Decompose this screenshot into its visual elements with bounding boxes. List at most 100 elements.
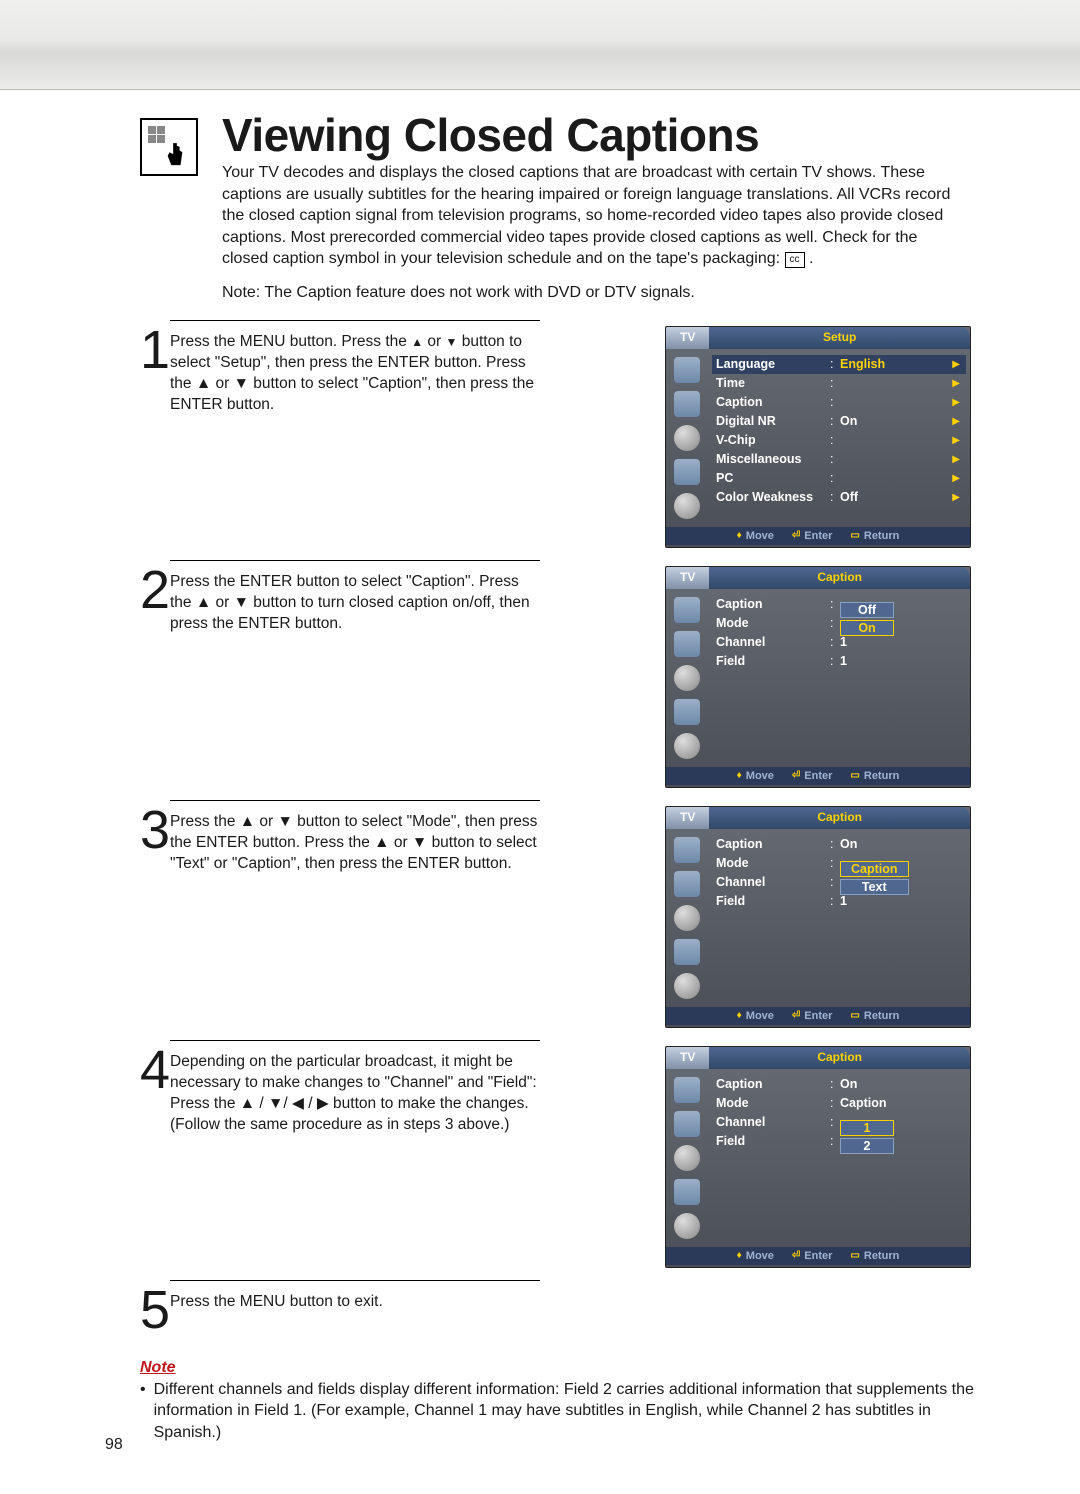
osd-row-label: Mode xyxy=(712,856,830,870)
step-number: 2 xyxy=(140,566,170,788)
osd-row-label: Caption xyxy=(712,1077,830,1091)
note-section: Note • Different channels and fields dis… xyxy=(140,1359,975,1444)
osd-screenshot-2: TV Caption Caption : OffOn Mode : xyxy=(665,566,975,788)
osd-row: Channel : 12 xyxy=(712,1113,966,1132)
osd-row: Caption : On xyxy=(712,1075,966,1094)
osd-tv-tab: TV xyxy=(666,327,709,349)
note-heading: Note xyxy=(140,1359,975,1377)
osd-tv-tab: TV xyxy=(666,1047,709,1069)
osd-tv-tab: TV xyxy=(666,567,709,589)
osd-row-label: Channel xyxy=(712,635,830,649)
osd-cat-icon xyxy=(674,1213,700,1239)
osd-cat-icon xyxy=(674,357,700,383)
step-text: Press the ENTER button to select "Captio… xyxy=(170,566,540,788)
osd-cat-icon xyxy=(674,597,700,623)
osd-cat-icon xyxy=(674,391,700,417)
osd-title: Caption xyxy=(709,567,970,589)
osd-row-value: 1 xyxy=(840,894,966,908)
up-arrow-icon xyxy=(411,333,423,350)
step-number: 1 xyxy=(140,326,170,548)
osd-row-label: Channel xyxy=(712,1115,830,1129)
osd-row-label: Miscellaneous xyxy=(712,452,830,466)
step-3: 3 Press the ▲ or ▼ button to select "Mod… xyxy=(140,806,975,1028)
osd-cat-icon xyxy=(674,699,700,725)
osd-panel: TV Caption Caption : On Mode : Caption xyxy=(665,1046,971,1268)
page-title: Viewing Closed Captions xyxy=(222,108,962,162)
step-text: Press the MENU button to exit. xyxy=(170,1286,540,1335)
osd-cat-icon xyxy=(674,1111,700,1137)
osd-row-label: Field xyxy=(712,894,830,908)
osd-row: PC : ▶ xyxy=(712,469,966,488)
osd-row: Time : ▶ xyxy=(712,374,966,393)
osd-row-value: On xyxy=(840,1077,966,1091)
divider xyxy=(170,1040,540,1041)
page-number: 98 xyxy=(105,1436,123,1454)
osd-row-label: Channel xyxy=(712,875,830,889)
osd-panel: TV Setup Language : English ▶ Time : ▶ xyxy=(665,326,971,548)
osd-cat-icon xyxy=(674,973,700,999)
osd-cat-icon xyxy=(674,837,700,863)
osd-row-value: 1 xyxy=(840,635,966,649)
osd-tv-tab: TV xyxy=(666,807,709,829)
osd-title: Caption xyxy=(709,807,970,829)
osd-cat-icon xyxy=(674,425,700,451)
step-text: Press the ▲ or ▼ button to select "Mode"… xyxy=(170,806,540,1028)
osd-row-list: Caption : On Mode : Caption Channel : 12… xyxy=(708,1069,970,1247)
osd-panel: TV Caption Caption : On Mode : CaptionTe… xyxy=(665,806,971,1028)
hand-icon xyxy=(164,140,186,170)
cc-symbol: cc xyxy=(785,252,805,268)
osd-row: Field : 1 xyxy=(712,652,966,671)
osd-row-label: Field xyxy=(712,654,830,668)
osd-row: Mode : CaptionText xyxy=(712,854,966,873)
note-text: Different channels and fields display di… xyxy=(154,1379,975,1444)
title-row: Viewing Closed Captions Your TV decodes … xyxy=(140,108,975,302)
osd-row-value: Off xyxy=(840,490,966,504)
osd-cat-icon xyxy=(674,733,700,759)
osd-footer: ♦Move ⏎Enter ▭Return xyxy=(666,1007,970,1025)
step-2: 2 Press the ENTER button to select "Capt… xyxy=(140,566,975,788)
osd-row: Field : xyxy=(712,1132,966,1151)
osd-row-label: Mode xyxy=(712,1096,830,1110)
note-body: • Different channels and fields display … xyxy=(140,1379,975,1444)
osd-row: Color Weakness : Off ▶ xyxy=(712,488,966,507)
step-number: 3 xyxy=(140,806,170,1028)
osd-cat-icon xyxy=(674,939,700,965)
osd-screenshot-3: TV Caption Caption : On Mode : CaptionTe… xyxy=(665,806,975,1028)
osd-screenshot-4: TV Caption Caption : On Mode : Caption xyxy=(665,1046,975,1268)
note-top: Note: The Caption feature does not work … xyxy=(222,284,962,302)
osd-row-value: On xyxy=(840,414,966,428)
osd-row-value: Caption xyxy=(840,1096,966,1110)
osd-row-label: Time xyxy=(712,376,830,390)
section-icon xyxy=(140,118,198,176)
osd-screenshot-1: TV Setup Language : English ▶ Time : ▶ xyxy=(665,326,975,548)
osd-row-list: Caption : OffOn Mode : Channel : 1 Field… xyxy=(708,589,970,767)
osd-row: Caption : OffOn xyxy=(712,595,966,614)
header-metallic-band xyxy=(0,0,1080,90)
osd-cat-icon xyxy=(674,905,700,931)
osd-title: Setup xyxy=(709,327,970,349)
osd-category-icons xyxy=(666,589,708,767)
osd-title: Caption xyxy=(709,1047,970,1069)
osd-panel: TV Caption Caption : OffOn Mode : xyxy=(665,566,971,788)
divider xyxy=(170,1280,540,1281)
osd-row-list: Caption : On Mode : CaptionText Channel … xyxy=(708,829,970,1007)
osd-cat-icon xyxy=(674,459,700,485)
osd-cat-icon xyxy=(674,1179,700,1205)
osd-row-label: Digital NR xyxy=(712,414,830,428)
divider xyxy=(170,320,540,321)
step-text: Depending on the particular broadcast, i… xyxy=(170,1046,540,1268)
osd-category-icons xyxy=(666,829,708,1007)
step-text: Press the MENU button. Press the or butt… xyxy=(170,326,540,548)
steps-list: 1 Press the MENU button. Press the or bu… xyxy=(140,326,975,1335)
osd-row-label: PC xyxy=(712,471,830,485)
osd-cat-icon xyxy=(674,631,700,657)
osd-row: Mode : xyxy=(712,614,966,633)
osd-footer: ♦Move ⏎Enter ▭Return xyxy=(666,1247,970,1265)
osd-cat-icon xyxy=(674,1145,700,1171)
osd-row-label: Color Weakness xyxy=(712,490,830,504)
osd-row-label: Mode xyxy=(712,616,830,630)
osd-row: V-Chip : ▶ xyxy=(712,431,966,450)
osd-row: Channel : 1 xyxy=(712,633,966,652)
osd-row: Field : 1 xyxy=(712,892,966,911)
osd-category-icons xyxy=(666,349,708,527)
